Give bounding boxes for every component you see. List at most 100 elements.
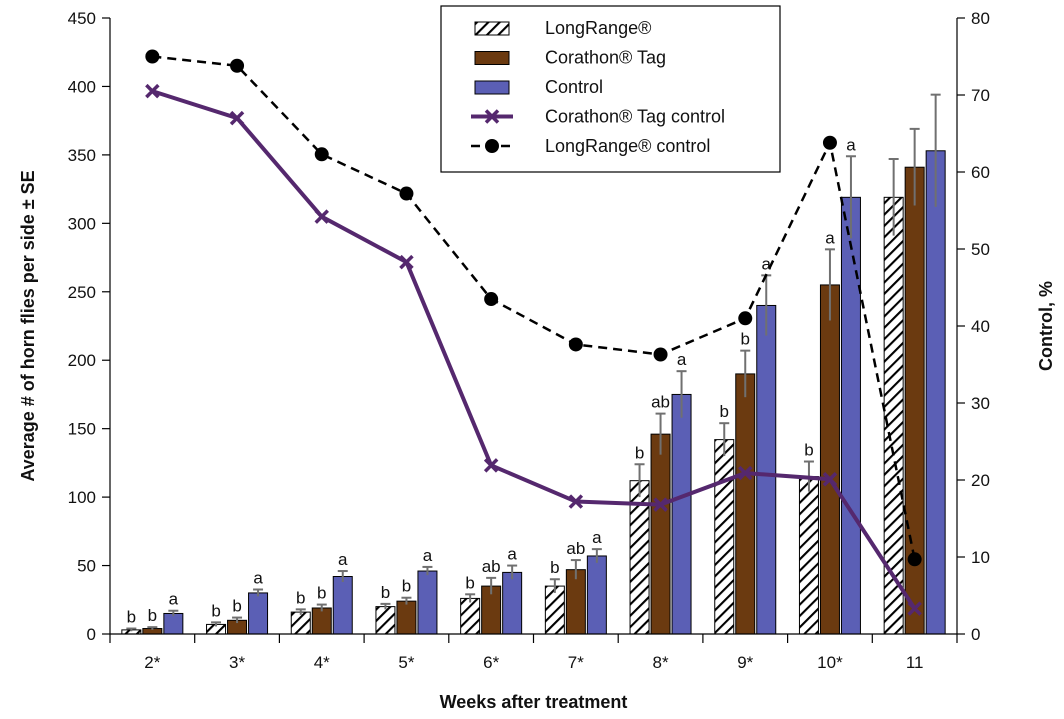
y2-tick-label-4: 40	[971, 317, 990, 336]
sig-label-1-5: ab	[566, 539, 585, 558]
sig-label-2-7: a	[762, 254, 772, 273]
y2-tick-label-3: 30	[971, 394, 990, 413]
bar-1-7	[735, 373, 756, 635]
bar-1-5	[565, 569, 586, 635]
legend-swatch-0	[474, 21, 510, 36]
legend-label-4: LongRange® control	[545, 136, 710, 156]
y-tick-label-9: 450	[68, 9, 96, 28]
sig-label-2-2: a	[338, 550, 348, 569]
sig-label-0-1: b	[211, 601, 220, 620]
sig-label-0-7: b	[720, 402, 729, 421]
y-tick-label-7: 350	[68, 146, 96, 165]
line-point-0-3	[399, 254, 414, 270]
line-point-0-2	[314, 209, 329, 224]
bar-0-4	[460, 597, 481, 635]
sig-label-0-3: b	[381, 583, 390, 602]
sig-label-1-1: b	[232, 597, 241, 616]
line-point-0-6	[653, 497, 668, 512]
line-series-0	[151, 89, 917, 610]
y2-tick-label-5: 50	[971, 240, 990, 259]
y2-tick-label-0: 0	[971, 625, 980, 644]
line-point-0-1	[229, 110, 245, 126]
sig-label-2-6: a	[677, 350, 687, 369]
x-tick-label-5: 7*	[568, 653, 584, 672]
y-tick-label-0: 0	[87, 625, 96, 644]
y-tick-label-5: 250	[68, 283, 96, 302]
sig-label-1-8: a	[825, 228, 835, 247]
line-series-1	[152, 55, 916, 560]
x-tick-label-9: 11	[906, 653, 924, 672]
legend-swatch-2	[474, 80, 510, 95]
bar-0-3	[375, 606, 396, 635]
sig-label-1-3: b	[402, 577, 411, 596]
line-point-0-5	[568, 494, 584, 509]
x-tick-label-8: 10*	[817, 653, 843, 672]
y2-tick-label-8: 80	[971, 9, 990, 28]
sig-label-0-8: b	[804, 441, 813, 460]
y-tick-label-3: 150	[68, 420, 96, 439]
bar-2-4	[502, 571, 523, 635]
line-point-1-1	[230, 58, 245, 73]
bar-2-3	[417, 570, 438, 635]
sig-label-0-6: b	[635, 443, 644, 462]
x-tick-label-7: 9*	[737, 653, 753, 672]
line-point-1-9	[907, 552, 922, 567]
line-point-0-9	[907, 601, 922, 616]
bar-2-0	[163, 612, 184, 635]
y2-tick-label-6: 60	[971, 163, 990, 182]
line-point-1-6	[653, 347, 668, 362]
y2-tick-label-1: 10	[971, 548, 990, 567]
sig-label-0-0: b	[127, 608, 136, 627]
y-tick-label-4: 200	[68, 351, 96, 370]
sig-label-1-2: b	[317, 584, 326, 603]
line-point-1-3	[399, 186, 414, 201]
y-axis-title: Average # of horn flies per side ± SE	[18, 170, 38, 481]
sig-label-2-1: a	[253, 569, 263, 588]
bar-0-8	[798, 476, 819, 635]
line-point-0-7	[738, 465, 753, 481]
bar-0-5	[544, 585, 565, 635]
x-tick-label-0: 2*	[144, 653, 160, 672]
bar-0-2	[290, 611, 311, 635]
sig-label-2-4: a	[507, 545, 517, 564]
bar-1-6	[650, 433, 671, 635]
x-tick-label-6: 8*	[653, 653, 669, 672]
bar-2-9	[925, 150, 946, 635]
line-point-0-8	[822, 471, 838, 487]
sig-label-0-4: b	[465, 573, 474, 592]
line-point-1-4	[484, 292, 499, 307]
sig-label-2-3: a	[423, 546, 433, 565]
sig-label-2-8: a	[846, 135, 856, 154]
line-point-1-7	[738, 311, 753, 326]
legend-swatch-1	[474, 51, 510, 65]
bar-2-1	[248, 592, 269, 635]
line-point-1-8	[822, 135, 837, 150]
sig-label-0-5: b	[550, 558, 559, 577]
line-point-0-0	[145, 83, 160, 99]
x-tick-label-2: 4*	[314, 653, 330, 672]
y2-tick-label-7: 70	[971, 86, 990, 105]
line-point-1-0	[145, 49, 160, 64]
legend-marker-3	[484, 109, 500, 124]
x-tick-label-4: 6*	[483, 653, 499, 672]
sig-label-1-4: ab	[482, 557, 501, 576]
line-point-1-5	[568, 337, 583, 352]
y2-tick-label-2: 20	[971, 471, 990, 490]
bar-1-8	[819, 284, 840, 635]
bar-1-3	[396, 600, 417, 635]
sig-label-2-0: a	[169, 590, 179, 609]
sig-label-1-6: ab	[651, 393, 670, 412]
y2-axis-title: Control, %	[1036, 281, 1056, 371]
sig-label-1-0: b	[148, 606, 157, 625]
legend-label-2: Control	[545, 77, 603, 97]
line-point-0-4	[483, 458, 499, 473]
sig-label-0-2: b	[296, 588, 305, 607]
legend-label-0: LongRange®	[545, 18, 651, 38]
bar-2-6	[671, 393, 692, 635]
sig-label-1-7: b	[741, 330, 750, 349]
line-point-1-2	[314, 147, 329, 162]
y-tick-label-2: 100	[68, 488, 96, 507]
bar-2-7	[756, 304, 777, 635]
